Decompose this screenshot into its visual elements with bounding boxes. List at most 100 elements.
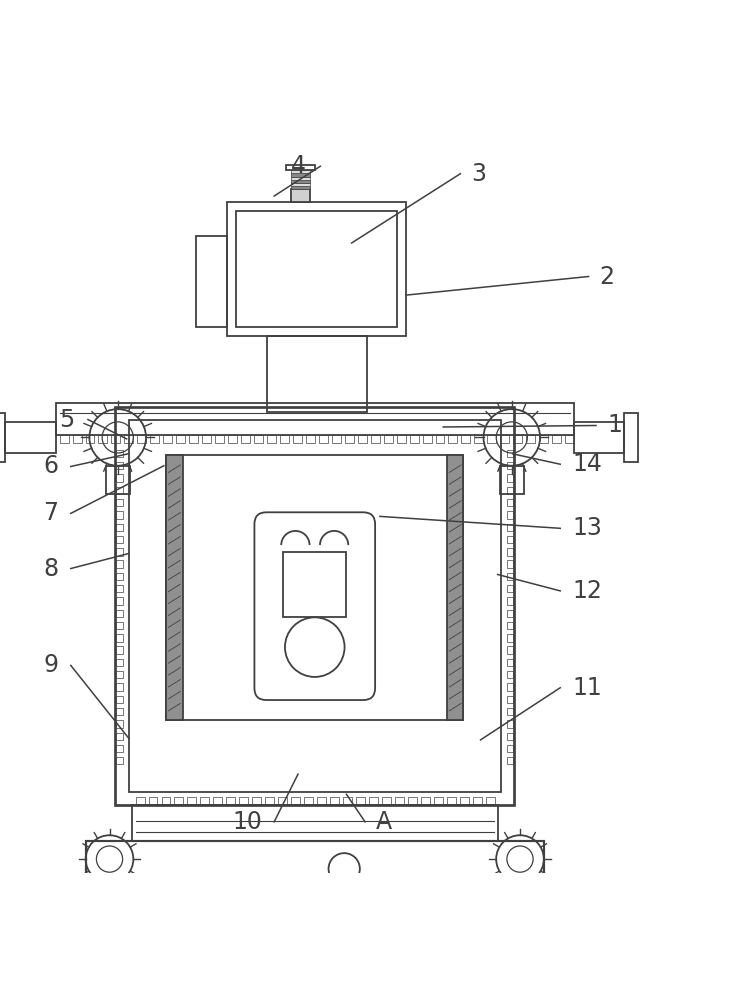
Bar xyxy=(507,683,513,691)
Bar xyxy=(291,189,310,202)
Bar xyxy=(507,659,513,666)
Text: A: A xyxy=(376,810,393,834)
Bar xyxy=(507,511,513,519)
Bar xyxy=(227,202,406,336)
Bar xyxy=(434,797,443,805)
Bar xyxy=(278,797,287,805)
Bar xyxy=(116,524,123,531)
Bar xyxy=(116,548,123,556)
Bar xyxy=(112,435,121,443)
Bar xyxy=(507,585,513,592)
Bar xyxy=(280,435,289,443)
Bar xyxy=(116,634,123,642)
Bar xyxy=(116,597,123,605)
Bar xyxy=(507,708,513,715)
Bar xyxy=(228,435,237,443)
Bar xyxy=(461,435,470,443)
Bar xyxy=(291,180,310,183)
Bar xyxy=(507,499,513,506)
Bar xyxy=(507,720,513,728)
Bar xyxy=(116,499,123,506)
Bar xyxy=(421,797,430,805)
Bar xyxy=(241,435,250,443)
Bar xyxy=(188,797,197,805)
Text: 12: 12 xyxy=(572,579,602,603)
Bar xyxy=(116,610,123,617)
Bar xyxy=(565,435,574,443)
Text: 10: 10 xyxy=(232,810,262,834)
Bar xyxy=(507,597,513,605)
Bar xyxy=(291,183,310,186)
Bar xyxy=(447,797,456,805)
Text: 11: 11 xyxy=(572,676,602,700)
Bar xyxy=(291,177,310,180)
Bar xyxy=(408,797,416,805)
Bar xyxy=(116,696,123,703)
Bar xyxy=(116,659,123,666)
Bar xyxy=(116,560,123,568)
Bar xyxy=(507,573,513,580)
Bar xyxy=(116,671,123,678)
Bar xyxy=(267,336,367,412)
Bar xyxy=(460,797,469,805)
Bar xyxy=(116,622,123,629)
Bar xyxy=(116,536,123,543)
Bar xyxy=(507,646,513,654)
Bar xyxy=(345,435,354,443)
Bar xyxy=(254,435,263,443)
Bar xyxy=(472,797,481,805)
Bar xyxy=(116,757,123,764)
Text: 8: 8 xyxy=(43,557,58,581)
Text: 9: 9 xyxy=(43,653,58,677)
Bar xyxy=(395,797,404,805)
Bar xyxy=(86,880,132,895)
Bar xyxy=(285,165,314,170)
Text: 14: 14 xyxy=(572,452,602,476)
Bar xyxy=(291,170,310,173)
Text: 3: 3 xyxy=(472,162,486,186)
Bar xyxy=(177,435,186,443)
Bar xyxy=(116,450,123,457)
Bar xyxy=(410,435,419,443)
Bar xyxy=(486,797,495,805)
Bar xyxy=(507,474,513,482)
Bar xyxy=(487,435,496,443)
Bar xyxy=(475,435,484,443)
Bar xyxy=(306,435,315,443)
Bar xyxy=(162,797,171,805)
Bar xyxy=(226,797,235,805)
Bar xyxy=(448,435,457,443)
Bar xyxy=(358,435,367,443)
Bar xyxy=(422,435,431,443)
Text: 6: 6 xyxy=(43,454,58,478)
Bar xyxy=(526,435,535,443)
Bar xyxy=(116,573,123,580)
Bar xyxy=(291,173,310,177)
Bar xyxy=(507,462,513,469)
Bar xyxy=(304,797,313,805)
Bar xyxy=(507,610,513,617)
Bar xyxy=(507,757,513,764)
Bar xyxy=(150,435,159,443)
Bar xyxy=(317,797,326,805)
Bar xyxy=(72,435,81,443)
Bar xyxy=(507,696,513,703)
Bar xyxy=(116,708,123,715)
Bar xyxy=(369,797,378,805)
Bar xyxy=(213,797,222,805)
Bar xyxy=(129,420,501,792)
Bar xyxy=(148,797,157,805)
Bar xyxy=(624,413,638,462)
Bar xyxy=(507,560,513,568)
Bar xyxy=(356,797,365,805)
Bar xyxy=(116,720,123,728)
Bar xyxy=(56,403,574,435)
Bar xyxy=(137,435,146,443)
Bar xyxy=(332,435,340,443)
Bar xyxy=(384,435,393,443)
Bar xyxy=(116,745,123,752)
Bar xyxy=(539,435,548,443)
Bar xyxy=(116,511,123,519)
Bar xyxy=(115,407,514,805)
Bar xyxy=(507,745,513,752)
